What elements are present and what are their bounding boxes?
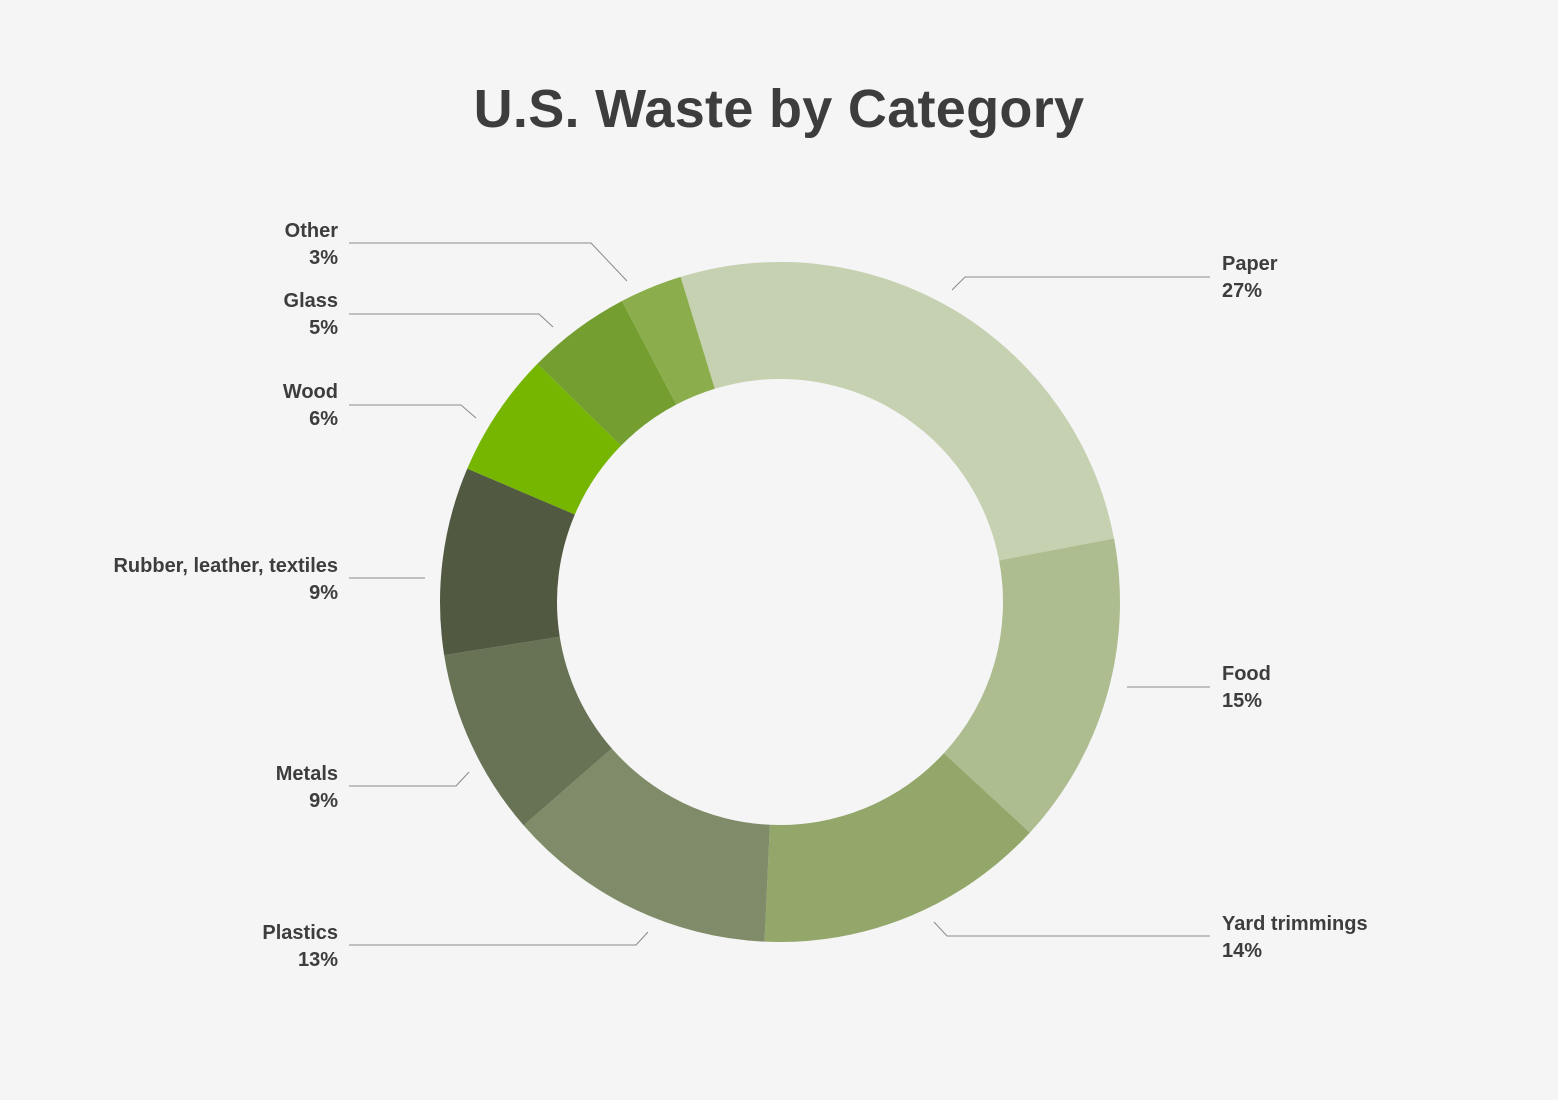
- chart-leader-lines: [349, 242, 1210, 946]
- value-label-food: 15%: [1222, 690, 1262, 712]
- value-label-glass: 5%: [309, 317, 338, 339]
- label-glass: Glass: [284, 290, 338, 312]
- slice-glass: [537, 300, 677, 446]
- slice-paper: [680, 262, 1115, 561]
- value-label-yard-trimmings: 14%: [1222, 940, 1262, 962]
- label-plastics: Plastics: [262, 922, 338, 944]
- value-label-wood: 6%: [309, 408, 338, 430]
- label-food: Food: [1222, 663, 1271, 685]
- slice-yard-trimmings: [764, 753, 1030, 943]
- chart-labels: Paper 27% Food 15% Yard trimmings 14% Plastics…: [113, 220, 1367, 971]
- label-yard-trimmings: Yard trimmings: [1222, 913, 1368, 935]
- label-paper: Paper: [1222, 253, 1278, 275]
- slice-wood: [467, 363, 621, 515]
- leader-line-paper: [951, 276, 1210, 291]
- slice-rubber-leather-textiles: [440, 468, 575, 656]
- slice-plastics: [523, 748, 770, 942]
- value-label-paper: 27%: [1222, 280, 1262, 302]
- value-label-rubber-leather-textiles: 9%: [309, 582, 338, 604]
- value-label-metals: 9%: [309, 790, 338, 812]
- slice-food: [943, 538, 1121, 833]
- chart-title: U.S. Waste by Category: [473, 79, 1085, 139]
- value-label-plastics: 13%: [298, 949, 338, 971]
- label-metals: Metals: [276, 763, 338, 785]
- leader-line-yard-trimmings: [933, 921, 1210, 937]
- leader-line-plastics: [349, 931, 649, 946]
- value-label-other: 3%: [309, 247, 338, 269]
- leader-line-metals: [349, 771, 470, 787]
- leader-line-wood: [349, 404, 477, 419]
- slice-metals: [444, 636, 612, 826]
- leader-line-other: [349, 242, 628, 282]
- slice-other: [621, 276, 715, 405]
- label-wood: Wood: [283, 381, 338, 403]
- leader-line-glass: [349, 313, 554, 328]
- label-other: Other: [285, 220, 339, 242]
- chart-slices: [440, 262, 1121, 943]
- label-rubber-leather-textiles: Rubber, leather, textiles: [113, 555, 338, 577]
